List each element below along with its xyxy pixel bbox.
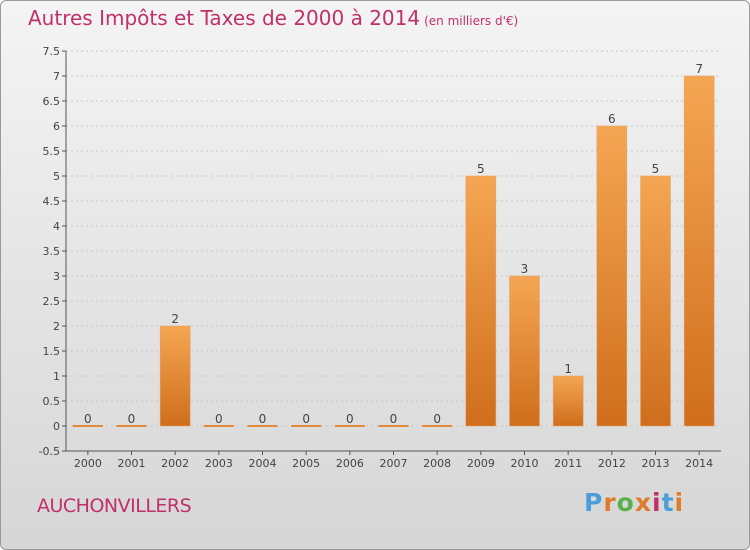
x-tick-label: 2011 [554, 457, 582, 470]
y-tick-label: 3 [53, 270, 60, 283]
data-label: 0 [433, 412, 441, 426]
y-tick-label: 6 [53, 120, 60, 133]
x-tick-label: 2002 [161, 457, 189, 470]
data-label: 5 [652, 162, 660, 176]
logo-letter: i [652, 488, 662, 517]
bar [640, 175, 671, 427]
y-tick-label: 7 [53, 70, 60, 83]
y-tick-label: 5.5 [43, 145, 61, 158]
town-name: AUCHONVILLERS [37, 495, 192, 517]
proxiti-logo: Proxiti [584, 488, 684, 517]
y-tick-label: 4 [53, 220, 60, 233]
x-tick-label: 2014 [685, 457, 713, 470]
y-tick-label: 0 [53, 420, 60, 433]
bar [552, 375, 584, 427]
x-tick-label: 2007 [380, 457, 408, 470]
chart-subtitle: (en milliers d'€) [424, 14, 519, 28]
logo-letter: P [584, 488, 604, 517]
x-tick-label: 2013 [642, 457, 670, 470]
x-tick-label: 2001 [118, 457, 146, 470]
data-label: 0 [128, 412, 136, 426]
data-label: 0 [302, 412, 310, 426]
logo-letter: t [661, 488, 675, 517]
logo-letter: o [616, 488, 635, 517]
chart-title-text: Autres Impôts et Taxes de 2000 à 2014 [28, 6, 421, 30]
y-tick-label: 1 [53, 370, 60, 383]
y-tick-label: 2.5 [43, 295, 61, 308]
x-tick-label: 2003 [205, 457, 233, 470]
data-label: 0 [259, 412, 267, 426]
bar [465, 175, 497, 427]
data-label: 3 [521, 262, 529, 276]
data-label: 7 [695, 62, 703, 76]
data-label: 0 [390, 412, 398, 426]
bar [683, 75, 715, 427]
x-tick-label: 2008 [423, 457, 451, 470]
bar [596, 125, 628, 427]
data-label: 6 [608, 112, 616, 126]
x-tick-label: 2012 [598, 457, 626, 470]
data-label: 1 [564, 362, 572, 376]
data-label: 0 [346, 412, 354, 426]
y-tick-label: 4.5 [43, 195, 61, 208]
bar [509, 275, 540, 427]
x-tick-label: 2006 [336, 457, 364, 470]
y-tick-label: 3.5 [43, 245, 61, 258]
y-tick-label: 1.5 [43, 345, 61, 358]
x-tick-label: 2004 [249, 457, 277, 470]
x-tick-label: 2000 [74, 457, 102, 470]
x-tick-label: 2005 [292, 457, 320, 470]
y-tick-label: -0.5 [39, 445, 60, 458]
logo-letter: x [634, 488, 652, 517]
y-tick-label: 6.5 [43, 95, 61, 108]
y-tick-label: 7.5 [43, 45, 61, 58]
bar [159, 325, 191, 427]
chart-title: Autres Impôts et Taxes de 2000 à 2014 (en… [28, 6, 518, 30]
data-label: 5 [477, 162, 485, 176]
logo-letter: r [603, 488, 617, 517]
y-tick-label: 2 [53, 320, 60, 333]
y-tick-label: 5 [53, 170, 60, 183]
data-label: 0 [84, 412, 92, 426]
data-label: 0 [215, 412, 223, 426]
logo-letter: i [674, 488, 685, 517]
x-tick-label: 2010 [511, 457, 539, 470]
data-label: 2 [171, 312, 179, 326]
x-tick-label: 2009 [467, 457, 495, 470]
y-tick-label: 0.5 [43, 395, 61, 408]
